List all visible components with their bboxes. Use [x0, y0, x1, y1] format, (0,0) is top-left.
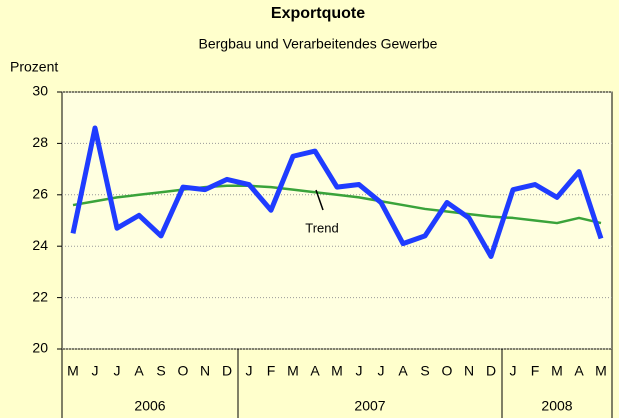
- x-tick-label: D: [486, 363, 496, 379]
- x-tick-label: J: [356, 363, 363, 379]
- series-line: [72, 184, 602, 225]
- y-tick-label: 20: [32, 340, 48, 356]
- series-line: [70, 125, 604, 259]
- x-tick-label: M: [287, 363, 299, 379]
- year-label: 2008: [541, 398, 572, 414]
- annotation-pointer: [315, 189, 324, 211]
- x-tick-label: S: [420, 363, 429, 379]
- y-tick-label: 30: [32, 83, 48, 99]
- year-label: 2006: [134, 398, 165, 414]
- x-tick-label: J: [92, 363, 99, 379]
- x-tick-label: A: [398, 363, 408, 379]
- x-tick-label: A: [310, 363, 320, 379]
- y-axis-label: Prozent: [10, 59, 58, 75]
- x-tick-label: S: [156, 363, 165, 379]
- x-tick-label: D: [222, 363, 232, 379]
- x-tick-label: A: [574, 363, 584, 379]
- chart-title: Exportquote: [271, 5, 365, 22]
- annotation: Trend: [305, 220, 338, 235]
- y-tick-label: 26: [32, 186, 48, 202]
- y-tick-label: 28: [32, 134, 48, 150]
- x-tick-label: F: [267, 363, 276, 379]
- x-tick-label: N: [200, 363, 210, 379]
- y-tick-label: 22: [32, 288, 48, 304]
- x-tick-label: M: [551, 363, 563, 379]
- x-tick-label: M: [331, 363, 343, 379]
- x-tick-label: J: [246, 363, 253, 379]
- x-tick-label: J: [510, 363, 517, 379]
- plot-area: [61, 91, 613, 350]
- x-tick-label: A: [134, 363, 144, 379]
- x-tick-label: N: [464, 363, 474, 379]
- x-tick-label: O: [178, 363, 189, 379]
- x-tick-label: J: [378, 363, 385, 379]
- year-label: 2007: [354, 398, 385, 414]
- x-tick-label: M: [595, 363, 607, 379]
- y-tick-label: 24: [32, 237, 48, 253]
- x-tick-label: J: [114, 363, 121, 379]
- x-tick-label: M: [67, 363, 79, 379]
- x-tick-label: O: [442, 363, 453, 379]
- x-tick-label: F: [531, 363, 540, 379]
- chart-subtitle: Bergbau und Verarbeitendes Gewerbe: [199, 36, 438, 52]
